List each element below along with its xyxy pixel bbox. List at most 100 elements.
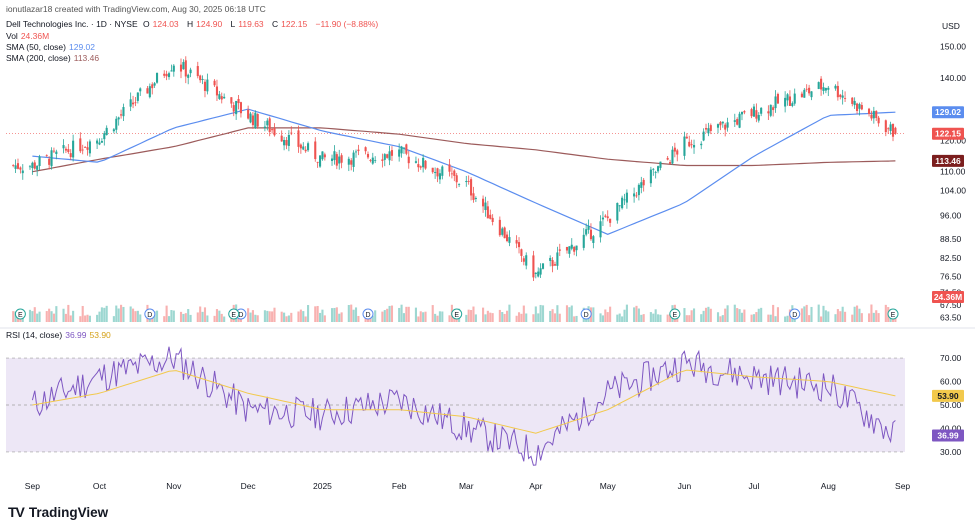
time-tick-label: Sep	[895, 481, 910, 491]
volume-bar	[122, 306, 125, 322]
candle-body	[724, 124, 727, 130]
volume-bar	[486, 310, 489, 322]
candle-body	[239, 102, 242, 114]
volume-bar	[740, 312, 744, 322]
candle-body	[515, 240, 518, 244]
volume-bar	[213, 315, 216, 322]
volume-bar	[67, 304, 70, 322]
volume-bar	[482, 307, 485, 322]
volume-bar	[453, 316, 456, 322]
sma50-label: SMA (50, close)	[6, 42, 66, 52]
volume-bar	[760, 307, 763, 322]
volume-bar	[139, 314, 142, 322]
vol-legend[interactable]: Vol 24.36M	[6, 31, 52, 41]
candle-body	[419, 166, 422, 168]
volume-bar	[553, 313, 557, 322]
volume-bar	[88, 315, 91, 322]
candle-body	[853, 100, 856, 106]
volume-bar	[534, 306, 537, 322]
candle-body	[517, 242, 521, 248]
volume-bar	[263, 310, 266, 322]
volume-bar	[129, 306, 132, 322]
volume-bar	[268, 311, 271, 322]
candle-body	[247, 109, 250, 119]
volume-bar	[422, 312, 425, 322]
candle-body	[105, 127, 108, 136]
volume-bar	[223, 316, 226, 322]
volume-bar	[856, 305, 859, 322]
rsi-legend[interactable]: RSI (14, close) 36.99 53.90	[6, 330, 114, 340]
volume-bar	[666, 314, 669, 322]
candle-body	[163, 73, 166, 76]
candle-body	[870, 114, 873, 119]
volume-bar	[841, 306, 844, 322]
price-chart[interactable]: E D DE D E D E D E USD150.00140.00120.00110.0010…	[0, 0, 975, 500]
symbol-line: Dell Technologies Inc. · 1D · NYSE O 124.…	[6, 19, 381, 29]
price-tick-label: 96.00	[940, 211, 962, 221]
volume-bar	[470, 310, 473, 322]
volume-bar	[86, 314, 89, 322]
volume-bar	[573, 316, 576, 322]
sma200-legend[interactable]: SMA (200, close) 113.46	[6, 53, 102, 63]
candle-body	[774, 96, 777, 109]
volume-bar	[836, 309, 839, 322]
volume-bar	[688, 315, 691, 322]
volume-bar	[752, 314, 756, 322]
volume-bar	[733, 304, 736, 322]
volume-bar	[357, 315, 360, 322]
tradingview-brand[interactable]: TV TradingView	[8, 504, 108, 520]
sma200-price-badge: 113.46	[935, 156, 961, 166]
volume-bar	[870, 304, 873, 322]
candle-body	[860, 105, 863, 110]
candle-body	[738, 113, 741, 128]
candle-body	[335, 154, 338, 166]
candle-body	[134, 102, 137, 104]
ohlc-high: H 124.90	[187, 19, 225, 29]
candle-body	[575, 245, 578, 251]
volume-bar	[79, 316, 82, 322]
currency-label: USD	[942, 21, 960, 31]
volume-bar	[218, 310, 221, 322]
last-price-badge-bg	[932, 127, 964, 140]
candle-body	[232, 105, 235, 112]
volume-bar	[539, 304, 542, 322]
vol-label: Vol	[6, 31, 18, 41]
volume-bar	[249, 312, 252, 322]
volume-bar	[575, 315, 578, 322]
event-marker-D-6	[580, 308, 592, 320]
candle-body	[875, 110, 878, 118]
volume-bar	[115, 305, 118, 322]
candle-body	[81, 149, 84, 151]
candle-body	[438, 173, 441, 180]
rsi-tick-label: 40.00	[940, 423, 962, 433]
volume-bar	[640, 314, 643, 322]
candle-body	[203, 81, 207, 91]
sma50-legend[interactable]: SMA (50, close) 129.02	[6, 42, 98, 52]
candle-body	[856, 103, 859, 111]
candle-body	[709, 125, 712, 131]
volume-bar	[381, 311, 384, 322]
candle-body	[14, 165, 17, 169]
volume-bar	[551, 309, 554, 322]
candle-body	[839, 94, 842, 97]
candle-body	[48, 158, 51, 165]
candle-body	[474, 198, 477, 199]
candle-body	[522, 258, 525, 262]
volume-bar	[704, 307, 708, 322]
volume-bar	[206, 315, 209, 322]
volume-bar	[84, 315, 87, 322]
volume-bar	[525, 313, 528, 322]
candle-body	[601, 217, 604, 220]
candle-body	[36, 165, 39, 170]
h-label: H	[187, 19, 194, 29]
volume-bar	[431, 305, 434, 322]
volume-bar	[604, 309, 607, 322]
volume-bar	[299, 309, 302, 322]
volume-bar	[323, 315, 326, 322]
time-tick-label: Feb	[392, 481, 407, 491]
volume-bar	[808, 315, 811, 322]
volume-bar	[803, 306, 806, 322]
volume-bar	[532, 314, 535, 322]
volume-bar	[398, 307, 401, 322]
candle-body	[498, 219, 501, 236]
